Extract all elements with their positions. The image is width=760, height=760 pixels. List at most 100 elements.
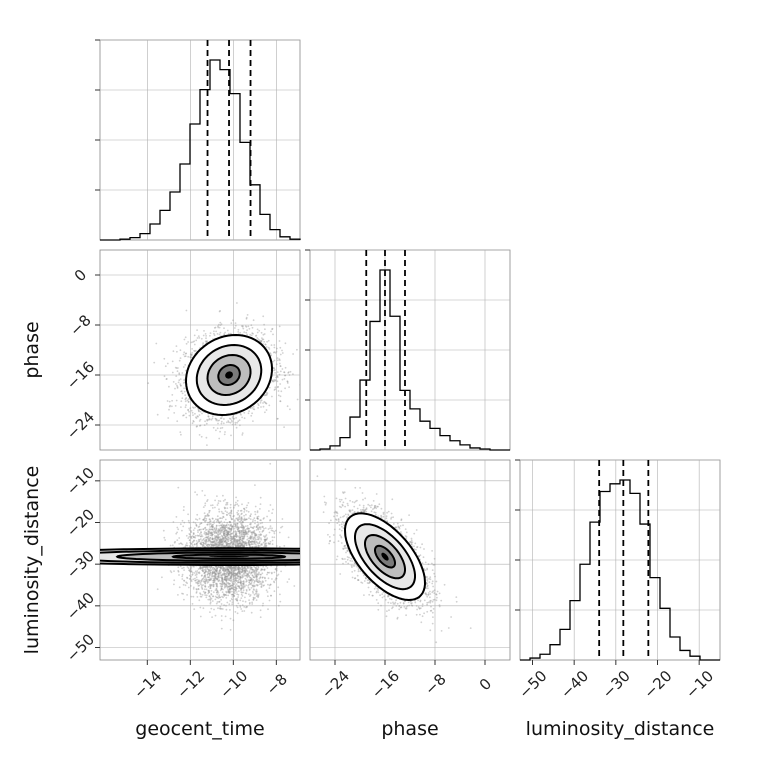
scatter-point bbox=[292, 353, 294, 355]
scatter-point bbox=[225, 524, 227, 527]
scatter-point bbox=[252, 569, 254, 571]
scatter-point bbox=[176, 387, 179, 389]
scatter-point bbox=[219, 331, 222, 334]
scatter-point bbox=[219, 321, 222, 324]
scatter-point bbox=[204, 543, 207, 545]
scatter-point bbox=[296, 348, 298, 351]
scatter-point bbox=[241, 604, 244, 607]
scatter-point bbox=[186, 399, 189, 402]
scatter-point bbox=[247, 533, 249, 535]
scatter-point bbox=[264, 527, 267, 529]
scatter-point bbox=[243, 526, 246, 529]
scatter-point bbox=[201, 412, 203, 415]
scatter-point bbox=[243, 417, 246, 420]
scatter-point bbox=[216, 427, 219, 430]
scatter-point bbox=[204, 584, 207, 587]
scatter-point bbox=[228, 573, 230, 576]
scatter-point bbox=[249, 536, 252, 539]
scatter-point bbox=[227, 574, 230, 577]
scatter-point bbox=[219, 527, 222, 530]
scatter-point bbox=[203, 519, 206, 522]
scatter-point bbox=[264, 577, 266, 580]
scatter-point bbox=[233, 566, 236, 569]
scatter-point bbox=[274, 386, 277, 389]
scatter-point bbox=[222, 515, 225, 518]
scatter-point bbox=[243, 569, 246, 572]
scatter-point bbox=[257, 523, 260, 525]
scatter-point bbox=[272, 380, 274, 383]
scatter-point bbox=[260, 538, 263, 541]
scatter-point bbox=[238, 542, 241, 545]
scatter-point bbox=[252, 576, 255, 579]
scatter-point bbox=[183, 355, 186, 358]
scatter-point bbox=[199, 410, 202, 413]
scatter-point bbox=[233, 572, 236, 575]
scatter-point bbox=[235, 534, 238, 537]
scatter-point bbox=[222, 568, 225, 570]
scatter-point bbox=[250, 531, 253, 534]
scatter-point bbox=[228, 567, 231, 570]
scatter-point bbox=[268, 386, 271, 389]
scatter-point bbox=[244, 530, 247, 533]
scatter-point bbox=[234, 544, 237, 547]
scatter-point bbox=[237, 513, 240, 515]
scatter-point bbox=[228, 577, 231, 580]
scatter-point bbox=[175, 367, 178, 369]
scatter-point bbox=[205, 579, 208, 582]
scatter-point bbox=[255, 529, 258, 531]
scatter-point bbox=[244, 567, 247, 570]
scatter-point bbox=[235, 540, 238, 543]
scatter-point bbox=[191, 352, 194, 354]
scatter-point bbox=[254, 537, 256, 540]
scatter-point bbox=[224, 578, 226, 581]
scatter-point bbox=[240, 542, 243, 545]
scatter-point bbox=[227, 568, 230, 571]
scatter-point bbox=[254, 532, 256, 535]
scatter-point bbox=[175, 399, 178, 402]
scatter-point bbox=[260, 582, 263, 585]
scatter-point bbox=[212, 533, 214, 536]
scatter-point bbox=[263, 538, 266, 541]
scatter-point bbox=[195, 518, 197, 520]
scatter-point bbox=[230, 528, 233, 531]
scatter-point bbox=[204, 594, 207, 596]
scatter-point bbox=[246, 314, 249, 316]
scatter-point bbox=[229, 585, 232, 588]
scatter-point bbox=[229, 516, 232, 518]
scatter-point bbox=[249, 333, 252, 336]
scatter-point bbox=[230, 572, 232, 575]
scatter-point bbox=[208, 532, 210, 534]
scatter-point bbox=[244, 325, 247, 327]
scatter-point bbox=[196, 337, 199, 339]
scatter-point bbox=[234, 566, 237, 568]
scatter-point bbox=[187, 586, 190, 589]
scatter-point bbox=[208, 543, 211, 546]
scatter-point bbox=[204, 575, 207, 577]
scatter-point bbox=[277, 394, 280, 397]
scatter-point bbox=[163, 375, 166, 378]
scatter-point bbox=[267, 542, 270, 544]
scatter-point bbox=[231, 571, 233, 573]
scatter-point bbox=[277, 573, 280, 576]
scatter-point bbox=[237, 568, 240, 570]
scatter-point bbox=[261, 531, 264, 533]
scatter-point bbox=[251, 571, 253, 574]
scatter-point bbox=[236, 528, 239, 531]
scatter-point bbox=[173, 579, 176, 582]
scatter-point bbox=[219, 567, 222, 569]
scatter-point bbox=[236, 302, 238, 304]
scatter-point bbox=[274, 369, 276, 371]
scatter-point bbox=[212, 583, 215, 586]
scatter-point bbox=[276, 375, 279, 378]
scatter-point bbox=[199, 542, 202, 545]
scatter-point bbox=[231, 545, 234, 548]
scatter-point bbox=[199, 424, 201, 427]
scatter-point bbox=[245, 584, 248, 587]
scatter-point bbox=[171, 360, 174, 363]
scatter-point bbox=[284, 374, 286, 377]
scatter-point bbox=[207, 572, 210, 574]
scatter-point bbox=[221, 577, 224, 580]
scatter-point bbox=[252, 592, 255, 594]
scatter-point bbox=[209, 587, 212, 590]
scatter-point bbox=[262, 541, 265, 544]
